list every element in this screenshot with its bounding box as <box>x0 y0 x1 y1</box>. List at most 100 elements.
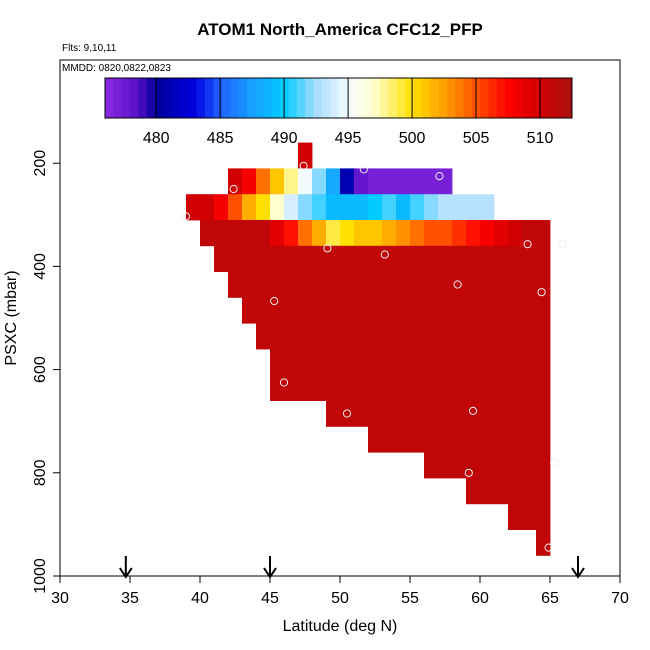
heatmap-cell <box>424 168 439 182</box>
heatmap-cell <box>522 232 537 247</box>
heatmap-cell <box>284 181 299 195</box>
heatmap-cell <box>438 232 453 247</box>
colorbar-segment <box>130 78 139 118</box>
heatmap-cell <box>256 207 271 221</box>
heatmap-cell <box>284 232 299 247</box>
sample-marker <box>523 240 532 249</box>
heatmap-cell <box>382 181 397 195</box>
heatmap-cell <box>270 232 285 247</box>
sample-markers <box>181 161 567 552</box>
heatmap-cell <box>438 181 453 195</box>
flights-annotation: Flts: 9,10,11 <box>62 43 117 54</box>
colorbar-tick-label: 505 <box>463 130 490 147</box>
y-tick-label: 200 <box>32 150 49 177</box>
heatmap-cell <box>214 232 229 247</box>
sample-marker <box>359 165 368 174</box>
x-tick-label: 45 <box>261 590 279 607</box>
colorbar-segment <box>480 78 489 118</box>
flight-arrow-head <box>263 567 277 579</box>
sample-marker <box>279 378 289 387</box>
colorbar-segment <box>563 78 573 118</box>
colorbar-segment <box>346 78 356 118</box>
colorbar-tick-label: 510 <box>527 130 554 147</box>
heatmap-cell <box>256 168 271 182</box>
colorbar-segment <box>396 78 406 118</box>
heatmap-cell <box>354 181 369 195</box>
colorbar-segment <box>205 78 214 118</box>
colorbar-segment <box>388 78 398 118</box>
heatmap-cell <box>228 168 243 182</box>
heatmap-cell <box>228 181 243 195</box>
heatmap-cell <box>242 297 551 324</box>
x-tick-label: 50 <box>331 590 349 607</box>
y-tick-label: 600 <box>32 356 49 383</box>
heatmap-cell <box>326 400 551 427</box>
y-axis-label: PSXC (mbar) <box>3 270 20 365</box>
heatmap-cell <box>228 207 243 221</box>
sample-marker <box>380 250 389 259</box>
heatmap-cell <box>270 168 285 182</box>
heatmap-cell <box>200 207 215 221</box>
colorbar-segment <box>355 78 364 118</box>
heatmap-cell <box>508 503 551 530</box>
sample-marker <box>537 288 546 297</box>
heatmap-cell <box>480 194 495 208</box>
colorbar-segment <box>246 78 256 118</box>
colorbar-segment <box>513 78 523 118</box>
colorbar-segment <box>488 78 498 118</box>
heatmap-cell <box>438 168 453 182</box>
sample-marker <box>435 172 444 181</box>
heatmap-cell <box>396 207 411 221</box>
heatmap-cell <box>200 220 215 234</box>
heatmap-cell <box>368 168 383 182</box>
heatmap-cell <box>382 220 397 234</box>
colorbar-segment <box>113 78 122 118</box>
heatmap-cell <box>382 194 397 208</box>
sample-marker <box>453 280 462 289</box>
heatmap-cell <box>410 232 425 247</box>
heatmap-cell <box>312 181 327 195</box>
heatmap-cell <box>214 220 229 234</box>
heatmap-cell <box>298 220 313 234</box>
colorbar-segment <box>196 78 206 118</box>
heatmap-cell <box>396 232 411 247</box>
heatmap-cell <box>186 194 201 208</box>
y-tick-label: 400 <box>32 253 49 280</box>
x-tick-label: 35 <box>121 590 139 607</box>
colorbar-segment <box>405 78 414 118</box>
heatmap-cell <box>480 207 495 221</box>
heatmap-cell <box>382 168 397 182</box>
heatmap-cell <box>298 207 313 221</box>
colorbar-segment <box>505 78 514 118</box>
heatmap-cell <box>242 194 257 208</box>
sample-marker <box>229 184 238 194</box>
heatmap-cell <box>410 220 425 234</box>
sample-marker <box>323 244 332 253</box>
heatmap-cell <box>452 232 467 247</box>
heatmap-cell <box>228 220 243 234</box>
heatmap-cell <box>354 232 369 247</box>
flight-arrows <box>118 556 585 579</box>
heatmap-cell <box>508 220 523 234</box>
colorbar-segment <box>522 78 531 118</box>
heatmap-cell <box>270 181 285 195</box>
colorbar-tick-label: 500 <box>399 130 426 147</box>
mmdd-annotation: MMDD: 0820,0822,0823 <box>62 63 171 74</box>
colorbar-segment <box>530 78 539 118</box>
heatmap-cell <box>270 194 285 208</box>
colorbar-segment <box>363 78 373 118</box>
heatmap-cell <box>312 168 327 182</box>
heatmap-cell <box>256 194 271 208</box>
heatmap-cell <box>270 349 551 401</box>
heatmap-cell <box>340 181 355 195</box>
heatmap-cell <box>480 220 495 234</box>
heatmap-cell <box>494 220 509 234</box>
heatmap-cell <box>326 194 341 208</box>
heatmap-cell <box>228 271 551 298</box>
heatmap-cell <box>466 207 481 221</box>
heatmap-cell <box>424 181 439 195</box>
heatmap-cell <box>242 207 257 221</box>
colorbar-segment <box>255 78 264 118</box>
sample-marker <box>550 458 559 467</box>
